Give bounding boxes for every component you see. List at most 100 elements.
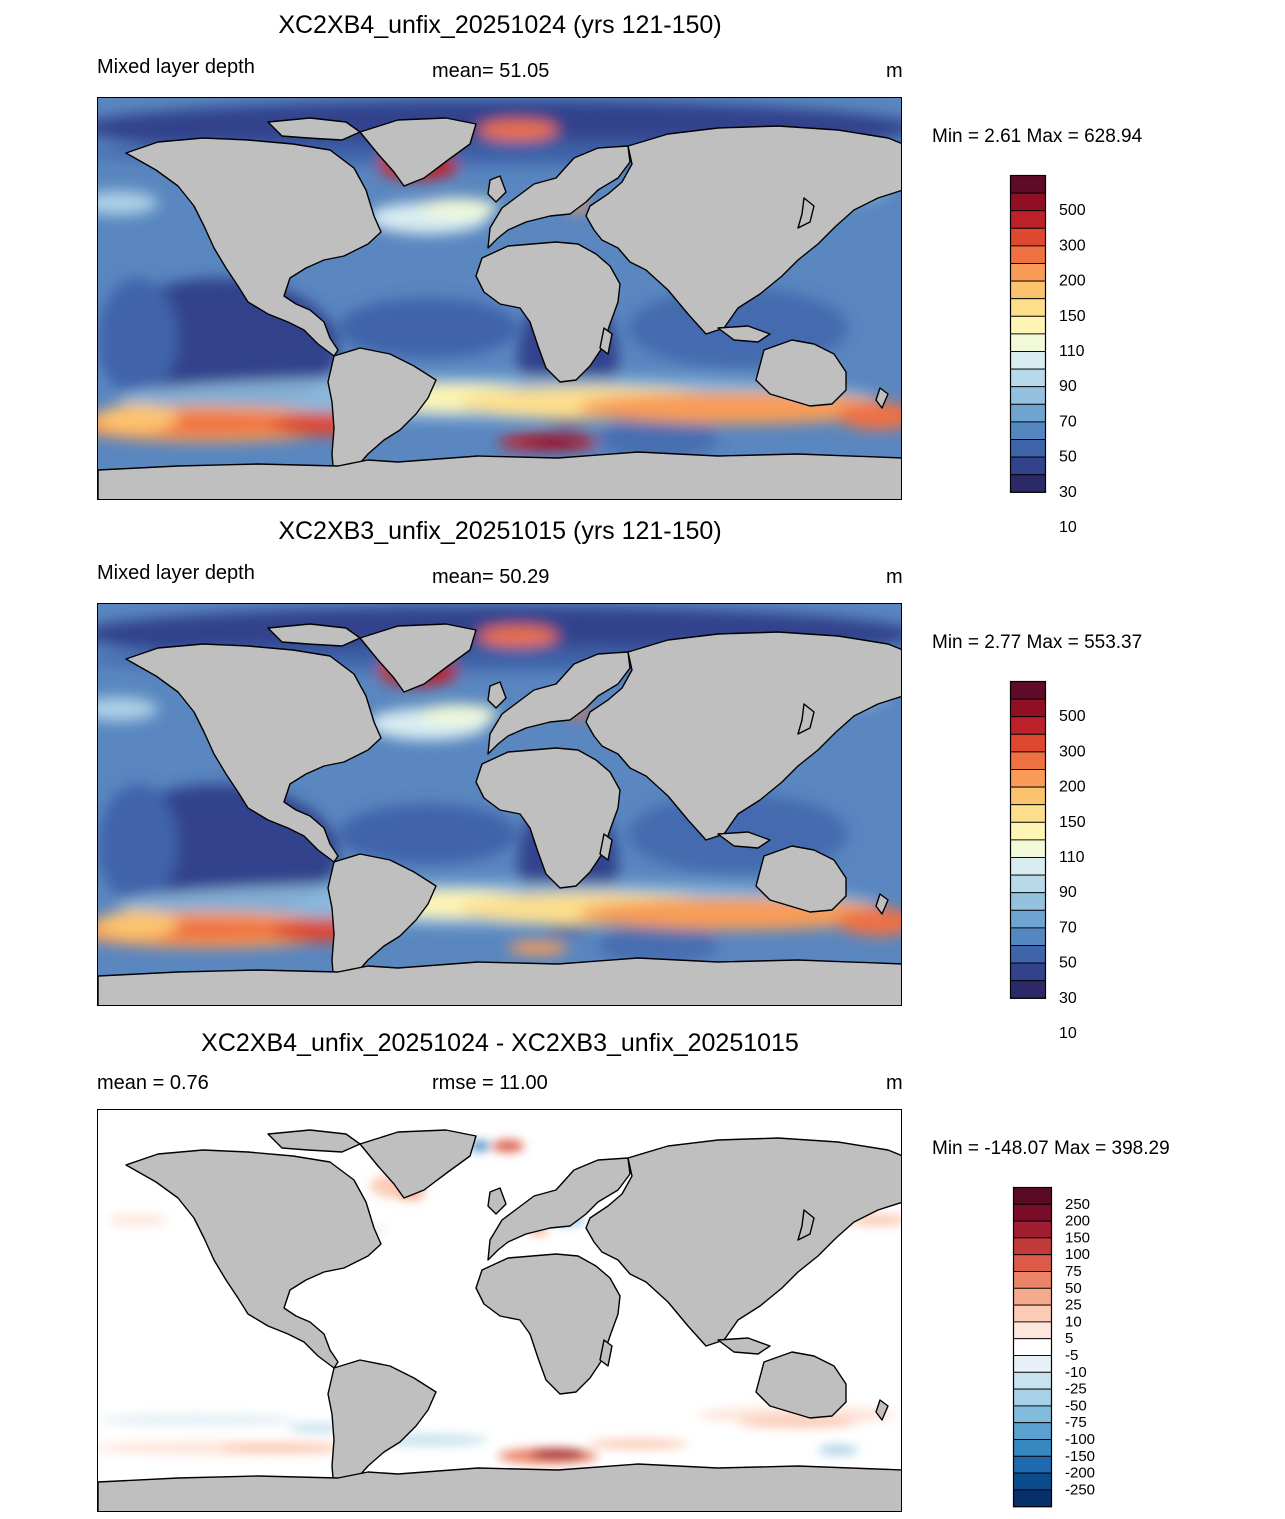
south-america-land <box>327 853 437 993</box>
panel-2: XC2XB3_unfix_20251015 (yrs 121-150) Mixe… <box>0 506 1285 1042</box>
colorbar-tick-label: -100 <box>1065 1431 1095 1448</box>
colorbar-tick-label: 10 <box>1059 1025 1077 1042</box>
colorbar-tick-label: -50 <box>1065 1397 1087 1414</box>
colorbar-swatch <box>1010 681 1046 700</box>
mean-label: mean= 51.05 <box>432 60 550 82</box>
colorbar-swatch <box>1010 927 1046 946</box>
colorbar-swatch <box>1013 1321 1052 1340</box>
asia-land <box>585 1137 901 1347</box>
colorbar-tick-label: -150 <box>1065 1448 1095 1465</box>
africa-land <box>475 747 621 889</box>
colorbar-tick-label: -5 <box>1065 1347 1078 1364</box>
colorbar-swatch <box>1010 769 1046 788</box>
colorbar-swatch <box>1010 351 1046 370</box>
uk-land <box>487 175 507 203</box>
asia-land <box>585 125 901 335</box>
difference-map <box>97 1109 902 1512</box>
colorbar: 250 200 150 100 75 50 25 10 5 -5 -10 -25 -50 -75 -100-… <box>1012 1186 1133 1517</box>
mld-map <box>97 97 902 500</box>
colorbar-swatch <box>1010 945 1046 964</box>
colorbar-swatch <box>1010 192 1046 212</box>
min-max-label: Min = 2.61 Max = 628.94 <box>932 126 1143 147</box>
colorbar-swatch <box>1010 280 1046 300</box>
colorbar-tick-label: 10 <box>1059 519 1077 536</box>
africa-land <box>475 241 621 383</box>
colorbar-tick-label: 110 <box>1059 343 1085 360</box>
colorbar-swatch <box>1013 1439 1052 1457</box>
colorbar-swatch <box>1013 1455 1052 1474</box>
colorbar-swatch <box>1010 804 1046 823</box>
colorbar: 500 300 200 150 110 90 70 50 30 10 <box>1009 680 1130 1042</box>
colorbar-swatch <box>1013 1422 1052 1440</box>
colorbar-swatch <box>1013 1472 1052 1491</box>
colorbar-swatch <box>1013 1304 1052 1323</box>
colorbar-swatch <box>1010 439 1046 458</box>
colorbar-tick-label: 300 <box>1059 743 1086 760</box>
south-america-land <box>327 1359 437 1499</box>
colorbar-swatch <box>1010 368 1046 388</box>
uk-land <box>487 681 507 709</box>
canadian-archipelago-land <box>267 623 361 647</box>
colorbar-tick-label: 100 <box>1065 1246 1090 1263</box>
colorbar-swatch <box>1010 962 1046 982</box>
colorbar-tick-label: 30 <box>1059 484 1077 501</box>
colorbar-swatch <box>1013 1271 1052 1289</box>
colorbar-tick-label: 90 <box>1059 378 1077 395</box>
new-zealand-land <box>875 1399 889 1421</box>
colorbar-swatch <box>1010 909 1046 929</box>
mld-map <box>97 603 902 1006</box>
colorbar: 500 300 200 150 110 90 70 50 30 10 <box>1009 174 1130 536</box>
madagascar-land <box>599 833 613 861</box>
madagascar-land <box>599 327 613 355</box>
colorbar-swatch <box>1010 333 1046 352</box>
units-label: m <box>886 60 903 82</box>
colorbar-tick-label: 50 <box>1059 955 1077 972</box>
colorbar-swatch <box>1010 698 1046 718</box>
europe-land <box>487 651 631 755</box>
colorbar-tick-label: -200 <box>1065 1465 1095 1482</box>
colorbar-swatch <box>1013 1338 1052 1356</box>
colorbar-swatch <box>1013 1254 1052 1272</box>
panel-3: XC2XB4_unfix_20251024 - XC2XB3_unfix_202… <box>0 1012 1285 1518</box>
colorbar-swatch <box>1010 874 1046 894</box>
field-label: Mixed layer depth <box>97 562 255 584</box>
colorbar-tick-label: 70 <box>1059 413 1077 430</box>
south-america-land <box>327 347 437 487</box>
africa-land <box>475 1253 621 1395</box>
colorbar-tick-label: 110 <box>1059 849 1085 866</box>
canadian-archipelago-land <box>267 1129 361 1153</box>
colorbar-tick-label: 30 <box>1059 990 1077 1007</box>
new-zealand-land <box>875 387 889 409</box>
indonesia-land <box>717 1337 771 1355</box>
colorbar-swatch <box>1010 733 1046 753</box>
colorbar-swatch <box>1010 474 1046 493</box>
panel-title: XC2XB3_unfix_20251015 (yrs 121-150) <box>278 517 722 545</box>
colorbar-tick-label: -250 <box>1065 1481 1095 1498</box>
colorbar-swatch <box>1010 786 1046 806</box>
north-america-land <box>125 137 382 357</box>
colorbar-tick-label: 5 <box>1065 1330 1073 1347</box>
colorbar-tick-label: 500 <box>1059 202 1086 219</box>
colorbar-tick-label: 70 <box>1059 919 1077 936</box>
colorbar-swatch <box>1010 821 1046 841</box>
australia-land <box>755 339 847 407</box>
north-america-land <box>125 643 382 863</box>
colorbar-swatch <box>1013 1220 1052 1239</box>
colorbar-tick-label: 250 <box>1065 1196 1090 1213</box>
greenland-land <box>359 117 477 187</box>
colorbar-swatch <box>1010 980 1046 999</box>
colorbar-swatch <box>1010 263 1046 282</box>
colorbar-tick-label: 200 <box>1059 779 1086 796</box>
colorbar-swatch <box>1013 1405 1052 1424</box>
colorbar-swatch <box>1013 1355 1052 1373</box>
madagascar-land <box>599 1339 613 1367</box>
colorbar-tick-label: 200 <box>1065 1213 1090 1230</box>
colorbar-swatch <box>1010 210 1046 229</box>
antarctica-land <box>98 451 901 499</box>
colorbar-tick-label: 90 <box>1059 884 1077 901</box>
colorbar-tick-label: 200 <box>1059 273 1086 290</box>
australia-land <box>755 1351 847 1419</box>
europe-land <box>487 1157 631 1261</box>
colorbar-swatch <box>1013 1371 1052 1390</box>
panel-1: XC2XB4_unfix_20251024 (yrs 121-150) Mixe… <box>0 0 1285 536</box>
